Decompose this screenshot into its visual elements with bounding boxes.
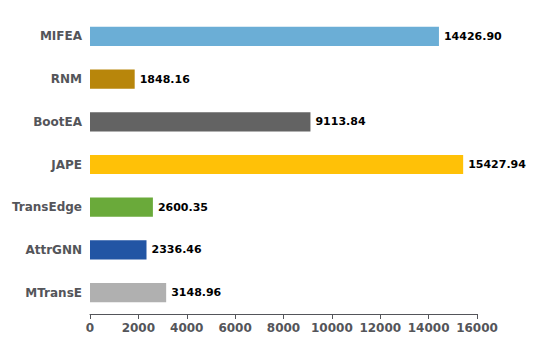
svg-text:2336.46: 2336.46 (152, 243, 202, 256)
svg-text:BootEA: BootEA (33, 115, 83, 129)
svg-text:3148.96: 3148.96 (171, 286, 221, 299)
svg-text:MTransE: MTransE (25, 286, 82, 300)
svg-text:9113.84: 9113.84 (315, 115, 365, 128)
svg-text:12000: 12000 (359, 321, 401, 335)
svg-text:1848.16: 1848.16 (140, 73, 190, 86)
svg-text:14426.90: 14426.90 (444, 30, 502, 43)
svg-text:10000: 10000 (311, 321, 353, 335)
svg-text:MIFEA: MIFEA (40, 29, 83, 43)
svg-text:4000: 4000 (170, 321, 203, 335)
svg-text:2600.35: 2600.35 (158, 201, 208, 214)
svg-text:15427.94: 15427.94 (468, 158, 526, 171)
svg-text:14000: 14000 (408, 321, 450, 335)
svg-text:AttrGNN: AttrGNN (25, 243, 82, 257)
svg-text:RNM: RNM (51, 72, 82, 86)
svg-text:8000: 8000 (267, 321, 300, 335)
svg-text:6000: 6000 (218, 321, 251, 335)
svg-text:TransEdge: TransEdge (12, 200, 82, 214)
svg-text:0: 0 (86, 321, 94, 335)
svg-text:JAPE: JAPE (50, 158, 82, 172)
svg-text:2000: 2000 (122, 321, 155, 335)
svg-text:16000: 16000 (456, 321, 498, 335)
